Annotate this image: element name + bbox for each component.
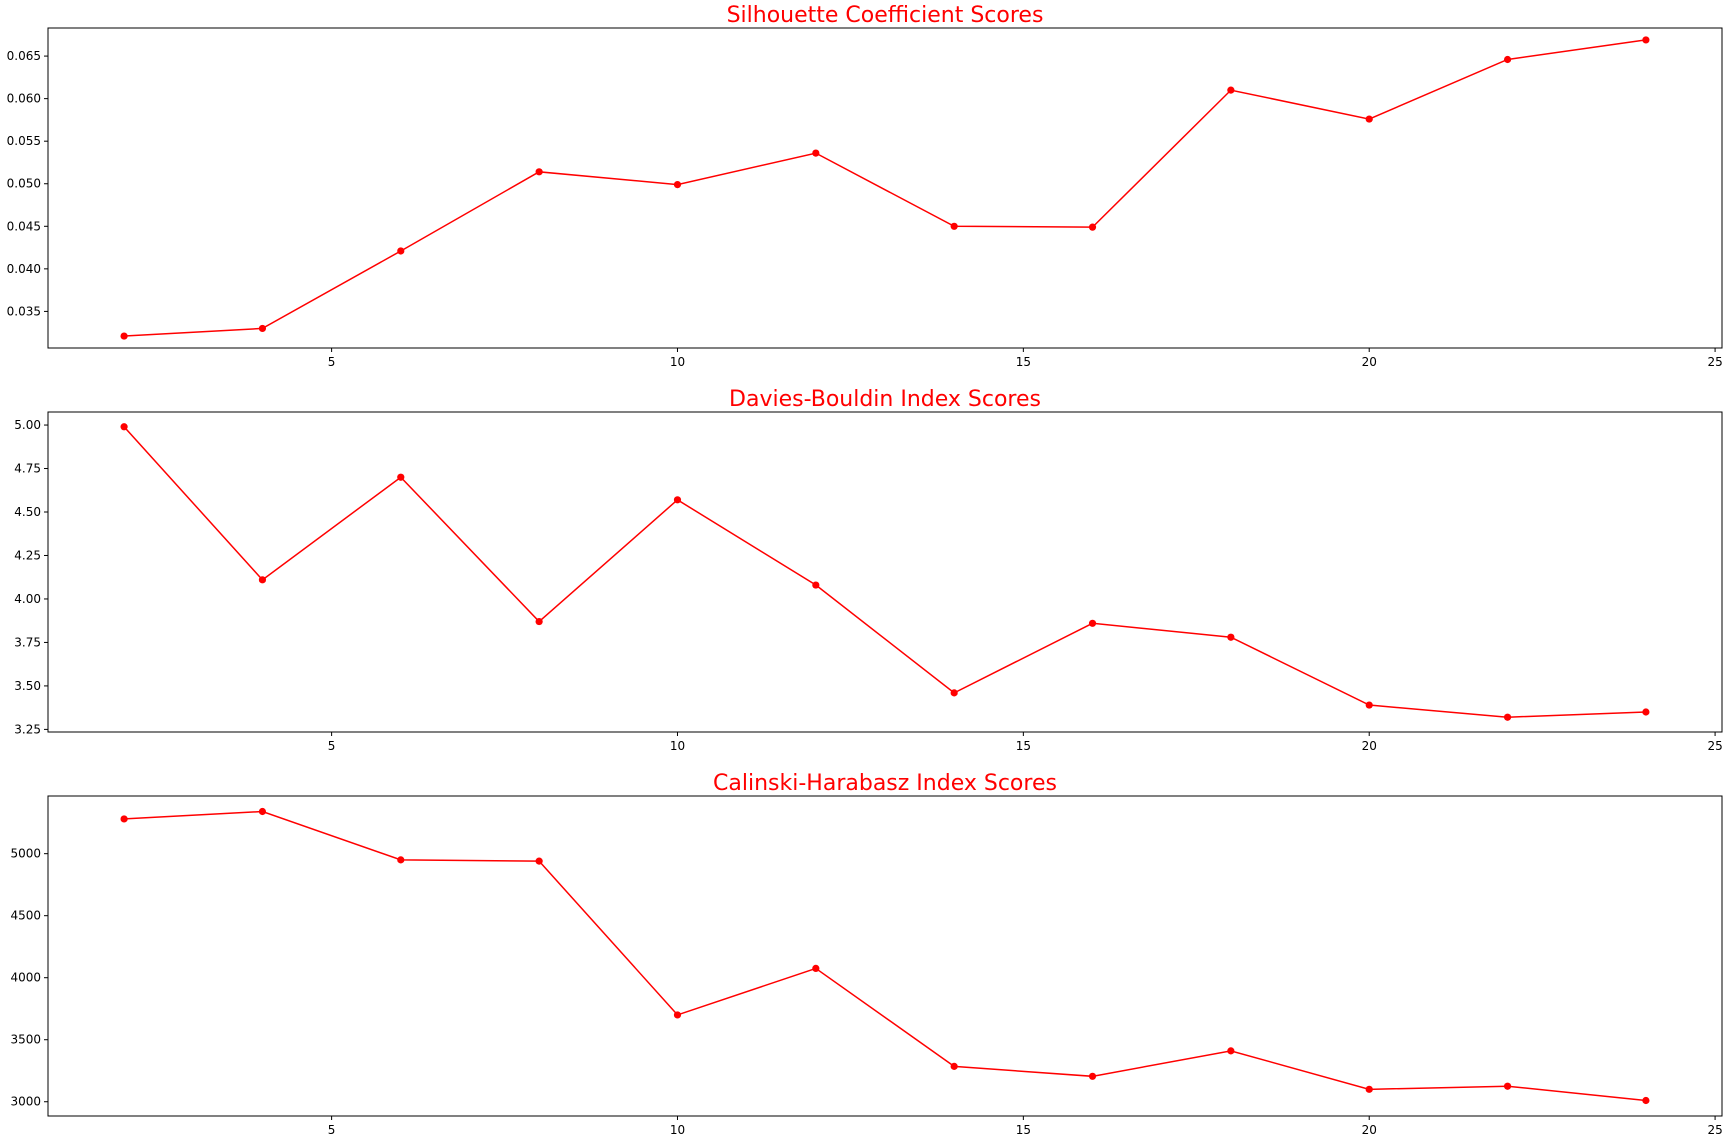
silhouette-data-point [535, 168, 543, 176]
calinski-harabasz-data-point [1365, 1085, 1373, 1093]
davies-bouldin-y-tick-label: 3.75 [14, 635, 41, 649]
davies-bouldin-title: Davies-Bouldin Index Scores [729, 387, 1041, 412]
calinski-harabasz-data-point [673, 1011, 682, 1019]
silhouette-y-tick-label: 0.065 [7, 49, 41, 63]
calinski-harabasz-title: Calinski-Harabasz Index Scores [713, 771, 1057, 796]
calinski-harabasz-series-line [124, 810, 1646, 1102]
silhouette-x-tick-label: 10 [670, 355, 685, 369]
calinski-harabasz-x-tick-label: 10 [670, 1123, 685, 1137]
silhouette-data-point [1227, 86, 1235, 94]
davies-bouldin-y-tick-label: 3.25 [14, 722, 41, 736]
davies-bouldin-data-point [258, 576, 267, 584]
silhouette-y-tick-label: 0.055 [7, 134, 41, 148]
calinski-harabasz-axes-frame [47, 795, 1723, 1117]
silhouette-axes-frame [47, 27, 1723, 349]
silhouette-title: Silhouette Coefficient Scores [727, 3, 1044, 28]
calinski-harabasz-y-tick-label: 4000 [10, 971, 41, 985]
davies-bouldin-y-tick-label: 4.75 [14, 462, 41, 476]
calinski-harabasz-panel: Calinski-Harabasz Index Scores 5 10 15 20 25 3… [10, 771, 1722, 1137]
silhouette-y-tick-label: 0.045 [7, 219, 41, 233]
silhouette-y-tick-label: 0.050 [7, 177, 41, 191]
davies-bouldin-x-tick-label: 25 [1707, 739, 1722, 753]
calinski-harabasz-data-point [1227, 1047, 1235, 1055]
davies-bouldin-x-tick-label: 15 [1016, 739, 1031, 753]
davies-bouldin-panel: Davies-Bouldin Index Scores 5 10 15 20 25 3.25… [14, 387, 1722, 753]
calinski-harabasz-data-point [258, 807, 267, 816]
calinski-harabasz-y-tick-label: 5000 [10, 847, 41, 861]
davies-bouldin-data-point [950, 689, 958, 697]
calinski-harabasz-y-tick-label: 3000 [10, 1095, 41, 1109]
calinski-harabasz-x-tick-label: 25 [1707, 1123, 1722, 1137]
silhouette-x-tick-label: 5 [328, 355, 336, 369]
calinski-harabasz-data-point [535, 857, 543, 865]
davies-bouldin-data-point [812, 581, 820, 589]
davies-bouldin-y-tick-label: 5.00 [14, 418, 41, 432]
silhouette-data-point [258, 324, 267, 333]
silhouette-y-tick-label: 0.060 [7, 92, 41, 106]
davies-bouldin-y-tick-label: 4.00 [14, 592, 41, 606]
calinski-harabasz-data-point [812, 964, 820, 973]
silhouette-data-point [812, 149, 820, 157]
davies-bouldin-x-tick-label: 10 [670, 739, 685, 753]
calinski-harabasz-data-point [120, 815, 128, 823]
davies-bouldin-data-point [1365, 701, 1373, 709]
calinski-harabasz-data-point [1503, 1082, 1512, 1090]
davies-bouldin-data-point [1503, 713, 1512, 721]
davies-bouldin-data-point [120, 423, 128, 431]
davies-bouldin-data-point [1088, 619, 1097, 627]
davies-bouldin-data-point [673, 496, 682, 504]
silhouette-data-point [1503, 55, 1512, 64]
davies-bouldin-x-tick-label: 20 [1362, 739, 1377, 753]
calinski-harabasz-y-tick-label: 3500 [10, 1033, 41, 1047]
silhouette-data-point [950, 222, 958, 230]
silhouette-y-tick-label: 0.035 [7, 304, 41, 318]
davies-bouldin-data-point [535, 617, 543, 626]
calinski-harabasz-data-point [1642, 1096, 1650, 1105]
davies-bouldin-data-point [1642, 708, 1650, 716]
calinski-harabasz-data-point [1088, 1072, 1097, 1080]
silhouette-data-point [120, 332, 128, 340]
silhouette-series-line [124, 39, 1647, 337]
silhouette-x-tick-label: 15 [1016, 355, 1031, 369]
silhouette-data-point [1088, 223, 1097, 231]
silhouette-y-tick-label: 0.040 [7, 262, 41, 276]
calinski-harabasz-x-tick-label: 15 [1016, 1123, 1031, 1137]
calinski-harabasz-data-point [397, 856, 405, 864]
silhouette-data-point [1365, 115, 1373, 123]
davies-bouldin-y-tick-label: 4.50 [14, 505, 41, 519]
calinski-harabasz-data-point [950, 1062, 958, 1070]
davies-bouldin-series-line [123, 426, 1646, 718]
silhouette-data-point [673, 180, 682, 189]
davies-bouldin-y-tick-label: 4.25 [14, 548, 41, 562]
davies-bouldin-y-tick-label: 3.50 [14, 679, 41, 693]
calinski-harabasz-y-tick-label: 4500 [10, 909, 41, 923]
calinski-harabasz-x-tick-label: 5 [328, 1123, 336, 1137]
silhouette-panel: Silhouette Coefficient Scores 5 10 15 20 25 0.… [7, 3, 1723, 369]
silhouette-x-tick-label: 25 [1707, 355, 1722, 369]
davies-bouldin-x-tick-label: 5 [328, 739, 336, 753]
davies-bouldin-data-point [1227, 633, 1235, 641]
silhouette-x-tick-label: 20 [1362, 355, 1377, 369]
davies-bouldin-axes-frame [47, 411, 1723, 733]
calinski-harabasz-x-tick-label: 20 [1362, 1123, 1377, 1137]
davies-bouldin-data-point [397, 473, 405, 481]
silhouette-data-point [1642, 36, 1650, 44]
silhouette-data-point [397, 247, 405, 255]
